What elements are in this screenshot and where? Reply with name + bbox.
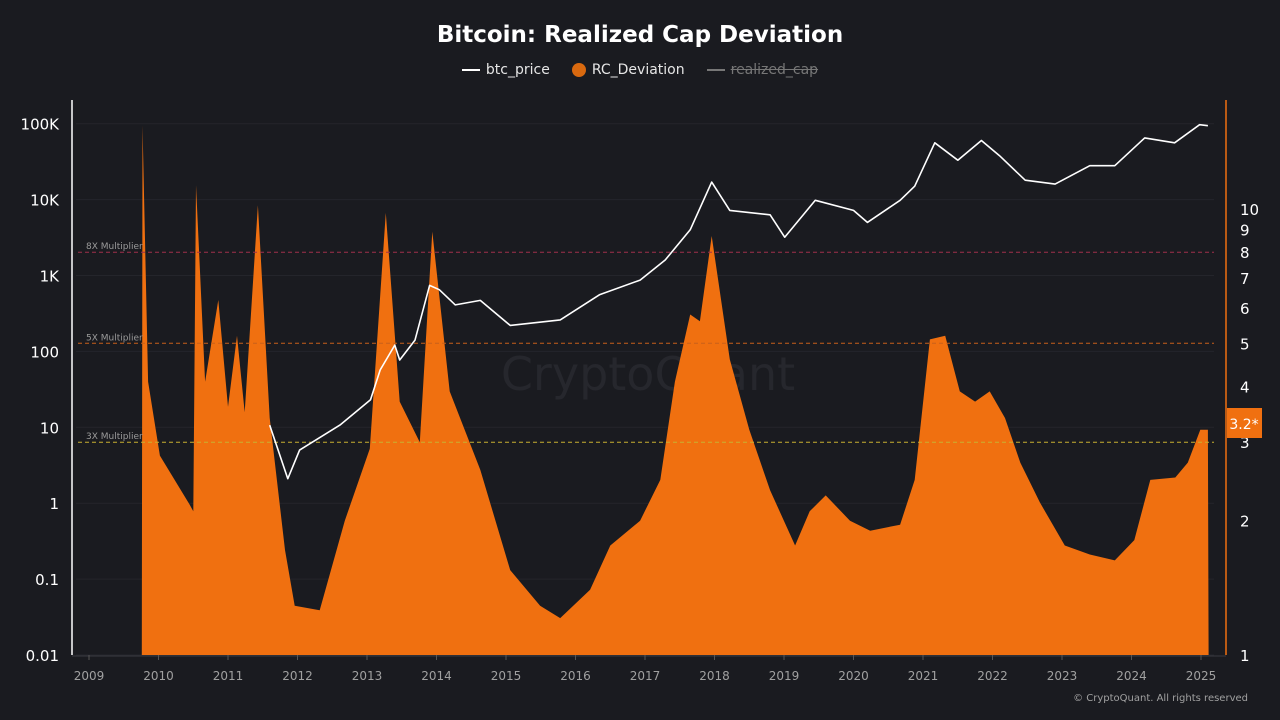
right-tick-label: 7 — [1240, 270, 1250, 288]
x-tick-label: 2022 — [977, 669, 1008, 683]
x-tick-label: 2021 — [908, 669, 939, 683]
x-tick-label: 2010 — [143, 669, 174, 683]
right-tick-label: 10 — [1240, 201, 1259, 219]
x-tick-label: 2013 — [352, 669, 383, 683]
copyright: © CryptoQuant. All rights reserved — [1073, 693, 1248, 704]
current-value-badge — [1227, 408, 1262, 438]
left-tick-label: 100K — [21, 116, 61, 134]
left-tick-label: 10 — [40, 419, 59, 437]
x-tick-label: 2018 — [699, 669, 730, 683]
line-swatch-icon — [706, 69, 725, 71]
current-value-label: 3.2* — [1229, 417, 1258, 433]
x-tick-label: 2016 — [560, 669, 591, 683]
rc-deviation-area — [141, 125, 1209, 655]
x-tick-label: 2015 — [491, 669, 522, 683]
legend: btc_price RC_Deviation realized_cap — [0, 62, 1280, 78]
legend-label: RC_Deviation — [591, 62, 685, 78]
reference-line-label: 5X Multiplier — [86, 333, 143, 343]
right-tick-label: 5 — [1240, 335, 1250, 353]
left-tick-label: 100 — [30, 343, 59, 361]
circle-swatch-icon — [571, 63, 586, 77]
legend-item-realized-cap[interactable]: realized_cap — [706, 62, 819, 78]
left-tick-label: 0.1 — [35, 571, 59, 589]
x-tick-label: 2011 — [213, 669, 244, 683]
left-tick-label: 1 — [49, 495, 59, 513]
legend-label: btc_price — [485, 62, 550, 78]
x-tick-label: 2019 — [769, 669, 800, 683]
left-tick-label: 10K — [30, 192, 60, 210]
right-tick-label: 8 — [1240, 244, 1250, 262]
line-swatch-icon — [461, 69, 480, 71]
legend-label: realized_cap — [730, 62, 819, 78]
x-tick-label: 2024 — [1116, 669, 1147, 683]
x-tick-label: 2009 — [74, 669, 105, 683]
left-tick-label: 0.01 — [26, 647, 59, 665]
chart-title: Bitcoin: Realized Cap Deviation — [436, 22, 844, 48]
x-tick-label: 2025 — [1186, 669, 1217, 683]
x-tick-label: 2012 — [282, 669, 313, 683]
right-tick-label: 3 — [1240, 434, 1250, 452]
x-tick-label: 2017 — [630, 669, 661, 683]
x-tick-label: 2014 — [421, 669, 452, 683]
left-tick-label: 1K — [40, 268, 61, 286]
right-tick-label: 4 — [1240, 378, 1250, 396]
x-tick-label: 2023 — [1047, 669, 1078, 683]
watermark: CryptoQuant — [501, 347, 795, 401]
right-tick-label: 2 — [1240, 513, 1250, 531]
reference-line-label: 8X Multiplier — [86, 242, 143, 252]
right-tick-label: 1 — [1240, 647, 1250, 665]
x-tick-label: 2020 — [838, 669, 869, 683]
legend-item-btc-price[interactable]: btc_price — [461, 62, 550, 78]
right-tick-label: 6 — [1240, 300, 1250, 318]
btc-price-line — [268, 123, 1208, 480]
legend-item-rc-deviation[interactable]: RC_Deviation — [571, 62, 685, 78]
reference-line-label: 3X Multiplier — [86, 432, 143, 442]
right-tick-label: 9 — [1240, 221, 1250, 239]
